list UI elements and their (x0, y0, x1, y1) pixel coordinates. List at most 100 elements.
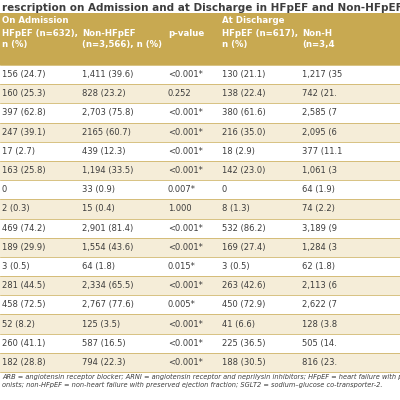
Text: 587 (16.5): 587 (16.5) (82, 339, 126, 348)
Text: 816 (23.: 816 (23. (302, 358, 337, 367)
Text: 2,095 (6: 2,095 (6 (302, 128, 337, 137)
Text: 505 (14.: 505 (14. (302, 339, 337, 348)
Text: 15 (0.4): 15 (0.4) (82, 204, 115, 214)
Text: 8 (1.3): 8 (1.3) (222, 204, 250, 214)
Text: <0.001*: <0.001* (168, 147, 203, 156)
Text: 742 (21.: 742 (21. (302, 89, 337, 98)
Text: 2,113 (6: 2,113 (6 (302, 281, 337, 290)
Bar (0, 257, 400, 276)
Text: 263 (42.6): 263 (42.6) (222, 281, 266, 290)
Text: 125 (3.5): 125 (3.5) (82, 320, 120, 328)
Text: 0: 0 (2, 185, 7, 194)
Text: 2165 (60.7): 2165 (60.7) (82, 128, 131, 137)
Text: 3,189 (9: 3,189 (9 (302, 224, 337, 232)
Text: 828 (23.2): 828 (23.2) (82, 89, 126, 98)
Text: 439 (12.3): 439 (12.3) (82, 147, 126, 156)
Text: 1,194 (33.5): 1,194 (33.5) (82, 166, 133, 175)
Text: 380 (61.6): 380 (61.6) (222, 108, 266, 118)
Text: 1,061 (3: 1,061 (3 (302, 166, 337, 175)
Bar (0, 218, 400, 238)
Text: rescription on Admission and at Discharge in HFpEF and Non-HFpEF P: rescription on Admission and at Discharg… (2, 3, 400, 13)
Text: 1,217 (35: 1,217 (35 (302, 70, 342, 79)
Bar (0, 103, 400, 122)
Text: 1,284 (3: 1,284 (3 (302, 243, 337, 252)
Text: 169 (27.4): 169 (27.4) (222, 243, 266, 252)
Text: 130 (21.1): 130 (21.1) (222, 70, 265, 79)
Text: 1.000: 1.000 (168, 204, 192, 214)
Text: 182 (28.8): 182 (28.8) (2, 358, 46, 367)
Text: 142 (23.0): 142 (23.0) (222, 166, 265, 175)
Text: 160 (25.3): 160 (25.3) (2, 89, 46, 98)
Text: HFpEF (n=632),
n (%): HFpEF (n=632), n (%) (2, 29, 78, 49)
Bar (0, 238, 400, 257)
Text: 64 (1.8): 64 (1.8) (82, 262, 115, 271)
Text: 2 (0.3): 2 (0.3) (2, 204, 30, 214)
Text: 41 (6.6): 41 (6.6) (222, 320, 255, 328)
Text: 2,767 (77.6): 2,767 (77.6) (82, 300, 134, 309)
Text: 0.007*: 0.007* (168, 185, 196, 194)
Text: 3 (0.5): 3 (0.5) (222, 262, 250, 271)
Bar (0, 142, 400, 161)
Text: 1,411 (39.6): 1,411 (39.6) (82, 70, 133, 79)
Text: 216 (35.0): 216 (35.0) (222, 128, 266, 137)
Text: 163 (25.8): 163 (25.8) (2, 166, 46, 175)
Text: <0.001*: <0.001* (168, 166, 203, 175)
Text: <0.001*: <0.001* (168, 281, 203, 290)
Text: 189 (29.9): 189 (29.9) (2, 243, 45, 252)
Text: 281 (44.5): 281 (44.5) (2, 281, 45, 290)
Text: 1,554 (43.6): 1,554 (43.6) (82, 243, 133, 252)
Text: <0.001*: <0.001* (168, 320, 203, 328)
Bar (0, 314, 400, 334)
Text: 3 (0.5): 3 (0.5) (2, 262, 30, 271)
Text: 469 (74.2): 469 (74.2) (2, 224, 46, 232)
Text: 2,622 (7: 2,622 (7 (302, 300, 337, 309)
Bar (0, 276, 400, 295)
Text: ARB = angiotensin receptor blocker; ARNI = angiotensin receptor and neprilysin i: ARB = angiotensin receptor blocker; ARNI… (2, 374, 400, 388)
Text: 52 (8.2): 52 (8.2) (2, 320, 35, 328)
Text: 33 (0.9): 33 (0.9) (82, 185, 115, 194)
Text: 17 (2.7): 17 (2.7) (2, 147, 35, 156)
Text: HFpEF (n=617),
n (%): HFpEF (n=617), n (%) (222, 29, 298, 49)
Text: p-value: p-value (168, 29, 204, 38)
Bar (0, 199, 400, 218)
Bar (0, 161, 400, 180)
Text: 188 (30.5): 188 (30.5) (222, 358, 266, 367)
Text: 260 (41.1): 260 (41.1) (2, 339, 45, 348)
Bar (0, 353, 400, 372)
Text: <0.001*: <0.001* (168, 358, 203, 367)
Bar (0, 122, 400, 142)
Text: 128 (3.8: 128 (3.8 (302, 320, 337, 328)
Bar (0, 13, 400, 65)
Text: 0.252: 0.252 (168, 89, 192, 98)
Text: 2,334 (65.5): 2,334 (65.5) (82, 281, 134, 290)
Text: 450 (72.9): 450 (72.9) (222, 300, 265, 309)
Text: 64 (1.9): 64 (1.9) (302, 185, 335, 194)
Bar (0, 180, 400, 199)
Text: <0.001*: <0.001* (168, 224, 203, 232)
Text: 0.005*: 0.005* (168, 300, 196, 309)
Text: 532 (86.2): 532 (86.2) (222, 224, 266, 232)
Bar (0, 334, 400, 353)
Text: <0.001*: <0.001* (168, 243, 203, 252)
Text: <0.001*: <0.001* (168, 128, 203, 137)
Text: 18 (2.9): 18 (2.9) (222, 147, 255, 156)
Bar (0, 295, 400, 314)
Text: On Admission: On Admission (2, 16, 68, 25)
Bar (0, 65, 400, 84)
Text: 74 (2.2): 74 (2.2) (302, 204, 335, 214)
Text: <0.001*: <0.001* (168, 108, 203, 118)
Text: <0.001*: <0.001* (168, 70, 203, 79)
Bar (0, 84, 400, 103)
Text: Non-HFpEF
(n=3,566), n (%): Non-HFpEF (n=3,566), n (%) (82, 29, 162, 49)
Text: 2,703 (75.8): 2,703 (75.8) (82, 108, 134, 118)
Text: 225 (36.5): 225 (36.5) (222, 339, 266, 348)
Text: 247 (39.1): 247 (39.1) (2, 128, 46, 137)
Text: 138 (22.4): 138 (22.4) (222, 89, 266, 98)
Text: 397 (62.8): 397 (62.8) (2, 108, 46, 118)
Text: 2,901 (81.4): 2,901 (81.4) (82, 224, 133, 232)
Text: 62 (1.8): 62 (1.8) (302, 262, 335, 271)
Text: Non-H
(n=3,4: Non-H (n=3,4 (302, 29, 335, 49)
Text: <0.001*: <0.001* (168, 339, 203, 348)
Text: 0.015*: 0.015* (168, 262, 196, 271)
Text: 156 (24.7): 156 (24.7) (2, 70, 46, 79)
